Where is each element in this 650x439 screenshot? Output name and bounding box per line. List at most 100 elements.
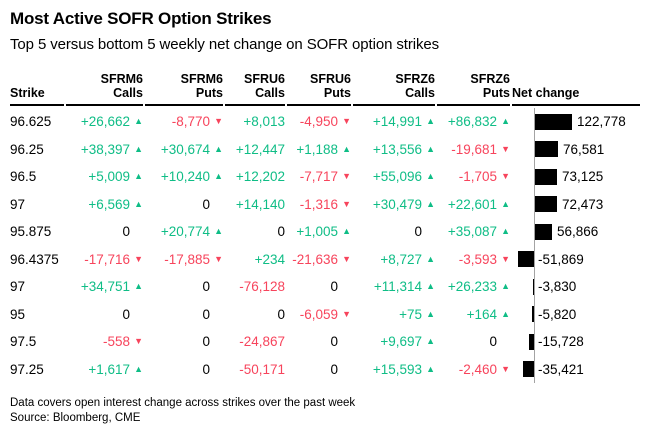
net-change-number: +86,832 [447, 114, 497, 129]
net-change-number: +14,991 [372, 114, 422, 129]
cell-sfru6-calls: +12,447 [225, 136, 285, 164]
column-header-sfrz6-puts: SFRZ6 Puts [437, 68, 510, 106]
up-arrow-icon: ▲ [501, 198, 510, 209]
table-row: 95.875 0 +20,774 ▲ 0 +1,005 ▲ 0 +35,087 ▲ 56,866 [10, 218, 640, 246]
net-change-cell: -51,869 [512, 245, 640, 273]
net-change-number: +164 [466, 306, 497, 322]
cell-sfrz6-calls: +8,727 ▲ [353, 246, 435, 274]
net-change-number: 0 [277, 224, 285, 239]
net-change-cell: 73,125 [512, 163, 640, 191]
cell-sfrm6-puts: 0 [145, 273, 223, 301]
cell-sfrz6-calls: +9,697 ▲ [353, 328, 435, 356]
net-change-number: +38,397 [80, 141, 130, 157]
cell-sfru6-puts: 0 [287, 356, 351, 384]
cell-sfru6-calls: -76,128 [225, 273, 285, 301]
cell-sfrz6-puts: +26,233 ▲ [437, 273, 510, 301]
down-arrow-icon: ▼ [342, 253, 351, 264]
up-arrow-icon: ▲ [134, 363, 143, 374]
up-arrow-icon: ▲ [214, 143, 223, 154]
cell-sfru6-calls: +234 [225, 246, 285, 274]
cell-sfrm6-calls: +5,009 ▲ [66, 163, 143, 191]
net-change-number: 0 [202, 279, 210, 294]
net-change-number: -1,705 [458, 169, 497, 184]
strike-value: 96.4375 [10, 251, 59, 267]
cell-sfrm6-calls: -558 ▼ [66, 328, 143, 356]
net-change-number: +26,233 [447, 279, 497, 294]
net-change-number: -76,128 [239, 279, 285, 294]
up-arrow-icon: ▲ [426, 363, 435, 374]
net-change-number: +15,593 [372, 361, 422, 377]
up-arrow-icon: ▲ [426, 308, 435, 319]
net-change-value: -35,421 [538, 361, 584, 377]
cell-sfrm6-puts: -8,770 ▼ [145, 108, 223, 136]
footnote: Data covers open interest change across … [10, 397, 356, 409]
cell-sfrm6-calls: +38,397 ▲ [66, 136, 143, 164]
strike-value: 95.875 [10, 224, 52, 239]
net-change-number: +1,005 [296, 224, 338, 239]
cell-sfru6-puts: -4,950 ▼ [287, 108, 351, 136]
up-arrow-icon: ▲ [342, 226, 351, 236]
net-change-cell: 56,866 [512, 218, 640, 246]
net-change-number: +8,727 [380, 251, 422, 267]
down-arrow-icon: ▼ [342, 198, 351, 209]
up-arrow-icon: ▲ [134, 116, 143, 126]
net-change-number: +12,202 [235, 169, 285, 184]
net-change-number: +10,240 [160, 169, 210, 184]
down-arrow-icon: ▼ [342, 171, 351, 181]
net-change-cell: -3,830 [512, 273, 640, 301]
column-header-strike: Strike [10, 68, 64, 106]
up-arrow-icon: ▲ [501, 226, 510, 236]
net-change-number: -17,716 [84, 251, 130, 267]
cell-sfru6-puts: -1,316 ▼ [287, 191, 351, 219]
net-change-number: -558 [102, 334, 130, 349]
table-row: 97 +6,569 ▲ 0 +14,140 -1,316 ▼ +30,479 ▲ +22,601 ▲… [10, 190, 640, 219]
cell-sfrm6-calls: 0 [66, 218, 143, 246]
net-change-number: +1,617 [88, 361, 130, 377]
cell-sfrz6-puts: -1,705 ▼ [437, 163, 510, 191]
net-change-value: -51,869 [538, 251, 584, 267]
cell-sfrm6-puts: 0 [145, 328, 223, 356]
cell-sfru6-puts: 0 [287, 328, 351, 356]
cell-sfru6-calls: +8,013 [225, 108, 285, 136]
net-change-number: +8,013 [243, 114, 285, 129]
net-change-number: -2,460 [458, 361, 497, 377]
net-change-cell: 122,778 [512, 108, 640, 136]
net-change-number: 0 [330, 279, 338, 294]
strike-value: 95 [10, 306, 26, 322]
zero-axis-line [534, 108, 535, 136]
net-change-number: -21,636 [292, 251, 338, 267]
up-arrow-icon: ▲ [426, 281, 435, 291]
cell-sfrm6-puts: 0 [145, 191, 223, 219]
net-change-bar [532, 306, 534, 322]
down-arrow-icon: ▼ [134, 336, 143, 346]
column-header-sfru6-calls: SFRU6 Calls [225, 68, 285, 106]
page-title: Most Active SOFR Option Strikes [10, 9, 272, 28]
net-change-bar [535, 113, 572, 130]
strike-value: 96.5 [10, 169, 37, 184]
up-arrow-icon: ▲ [501, 281, 510, 291]
cell-sfrz6-calls: +55,096 ▲ [353, 163, 435, 191]
chart-subtitle: Top 5 versus bottom 5 weekly net change … [10, 36, 440, 53]
column-header-sfrz6-calls: SFRZ6 Calls [353, 68, 435, 106]
net-change-bar [535, 196, 557, 212]
cell-sfrz6-puts: -19,681 ▼ [437, 136, 510, 164]
table-row: 97.25 +1,617 ▲ 0 -50,171 0 +15,593 ▲ -2,460 ▼ -35,… [10, 355, 640, 384]
net-change-cell: -35,421 [512, 355, 640, 383]
zero-axis-line [534, 218, 535, 246]
net-change-number: +22,601 [447, 196, 497, 212]
down-arrow-icon: ▼ [501, 253, 510, 264]
cell-sfrm6-puts: +10,240 ▲ [145, 163, 223, 191]
net-change-number: +34,751 [80, 279, 130, 294]
up-arrow-icon: ▲ [134, 143, 143, 154]
net-change-value: 56,866 [557, 224, 599, 239]
table-header-row: Strike SFRM6 Calls SFRM6 Puts SFRU6 Call… [10, 68, 640, 106]
net-change-number: +6,569 [88, 196, 130, 212]
cell-sfru6-puts: -6,059 ▼ [287, 301, 351, 329]
cell-sfru6-calls: 0 [225, 301, 285, 329]
up-arrow-icon: ▲ [214, 226, 223, 236]
table-row: 95 0 0 0 -6,059 ▼ +75 ▲ +164 ▲ -5,820 [10, 300, 640, 329]
up-arrow-icon: ▲ [342, 143, 351, 154]
net-change-bar [518, 251, 534, 267]
cell-sfrm6-puts: 0 [145, 301, 223, 329]
